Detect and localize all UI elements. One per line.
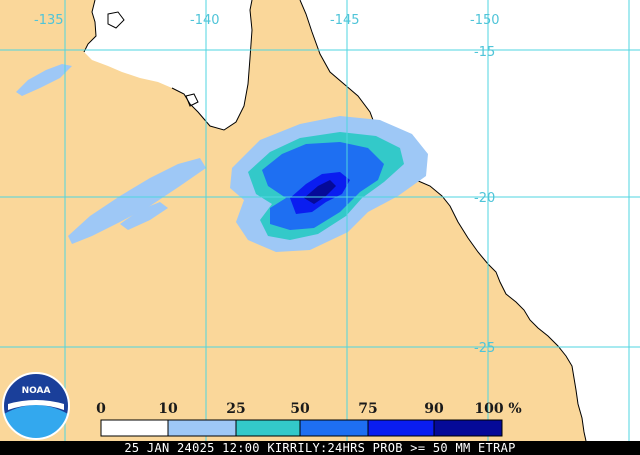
graticule [0, 0, 640, 441]
caption-bar [0, 441, 640, 455]
coastline [83, 0, 587, 442]
legend-tick: 0 [96, 401, 106, 417]
legend-tick: 75 [358, 401, 377, 417]
island-shape [107, 11, 125, 29]
legend-tick: 50 [290, 401, 310, 417]
lat-label: -20 [474, 191, 495, 206]
prob-contour-90-100 [304, 180, 336, 204]
map-caption: 25 JAN 24025 12:00 KIRRILY:24HRS PROB >=… [124, 441, 515, 455]
lat-label: -15 [474, 45, 495, 60]
legend-tick: 25 [226, 401, 245, 417]
legend-tick: 100 [474, 401, 503, 417]
legend-tick: 90 [424, 401, 444, 417]
lon-label: -140 [190, 13, 220, 28]
lon-label: -135 [34, 13, 64, 28]
lat-label: -25 [474, 341, 495, 356]
lon-label: -145 [330, 13, 360, 28]
legend-color-bar [100, 419, 503, 437]
legend-swatch [367, 419, 435, 437]
legend-swatch [235, 419, 301, 437]
legend-swatch [433, 419, 503, 437]
noaa-logo: NOAA [2, 372, 70, 440]
noaa-logo-text: NOAA [22, 386, 51, 396]
lon-label: -150 [470, 13, 500, 28]
legend-tick: 10 [158, 401, 178, 417]
legend-swatch [167, 419, 237, 437]
legend-swatch [299, 419, 369, 437]
legend-swatch [100, 419, 169, 437]
legend-unit: % [508, 401, 521, 417]
